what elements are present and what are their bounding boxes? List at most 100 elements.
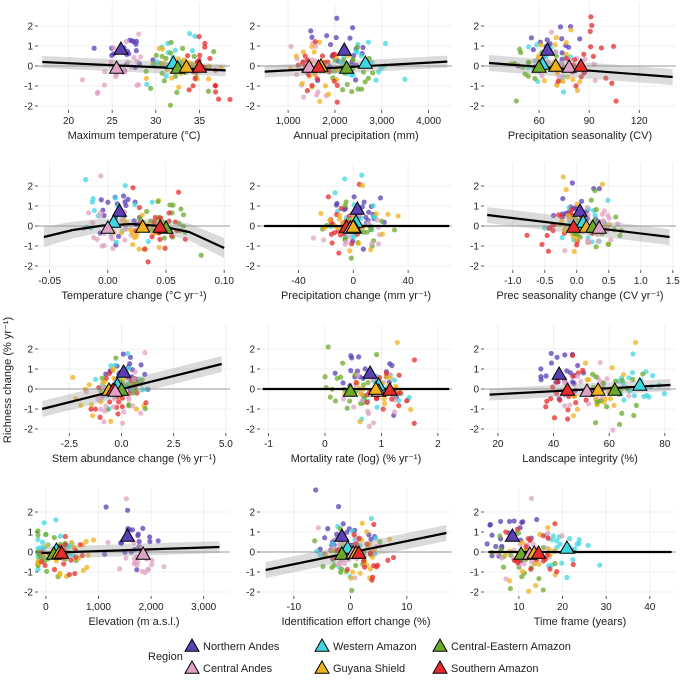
scatter-point — [182, 236, 188, 242]
scatter-point — [91, 207, 97, 214]
scatter-point — [552, 42, 558, 48]
scatter-point — [334, 82, 340, 88]
scatter-point — [563, 51, 570, 57]
scatter-point — [633, 402, 640, 409]
scatter-point — [354, 44, 360, 50]
scatter-point — [613, 98, 619, 104]
region-mean-marker — [99, 219, 116, 234]
y-tick-label: 1 — [249, 365, 255, 376]
scatter-point — [374, 217, 380, 223]
scatter-point — [560, 195, 566, 202]
scatter-point — [371, 563, 377, 569]
scatter-point — [583, 397, 589, 403]
y-tick-label: -2 — [470, 425, 479, 436]
y-tick-label: 0 — [473, 385, 479, 396]
x-tick-label: 0.00 — [98, 276, 118, 287]
scatter-point — [142, 371, 148, 377]
scatter-point — [544, 232, 550, 239]
scatter-point — [550, 384, 556, 390]
y-tick-label: -1 — [24, 242, 33, 253]
region-mean-marker — [336, 41, 353, 56]
scatter-point — [603, 75, 609, 81]
scatter-point — [360, 246, 366, 252]
scatter-point — [348, 255, 354, 261]
scatter-point — [574, 541, 580, 547]
scatter-point — [159, 53, 165, 59]
x-axis-label: Prec seasonality change (CV yr⁻¹) — [496, 290, 663, 302]
scatter-point — [578, 379, 584, 385]
scatter-point — [373, 395, 380, 401]
y-tick-label: 0 — [27, 385, 33, 396]
scatter-point — [185, 53, 191, 59]
legend-label: Southern Amazon — [451, 663, 538, 675]
scatter-point — [519, 568, 526, 575]
scatter-point — [552, 560, 558, 567]
scatter-point — [125, 507, 131, 513]
scatter-point — [119, 420, 126, 426]
scatter-point — [560, 89, 567, 95]
scatter-point — [631, 412, 637, 419]
scatter-point — [528, 35, 535, 41]
scatter-point — [118, 230, 124, 236]
y-tick-label: 0 — [249, 62, 255, 73]
scatter-point — [355, 240, 362, 246]
scatter-point — [341, 57, 347, 63]
scatter-point — [604, 376, 610, 382]
scatter-point — [540, 533, 546, 539]
scatter-point — [197, 52, 203, 58]
scatter-point — [524, 232, 530, 238]
scatter-point — [88, 406, 94, 412]
region-mean-marker — [178, 58, 195, 73]
scatter-point — [132, 202, 138, 208]
scatter-point — [605, 212, 611, 218]
x-tick-label: 1 — [379, 439, 385, 450]
scatter-point — [90, 195, 96, 202]
scatter-point — [595, 238, 601, 244]
region-mean-marker — [504, 527, 521, 542]
scatter-point — [175, 189, 182, 195]
legend-title: Region — [148, 651, 183, 663]
scatter-point — [351, 531, 357, 538]
scatter-point — [312, 538, 318, 544]
region-mean-marker — [349, 200, 366, 215]
scatter-point — [227, 96, 233, 103]
x-tick-label: -10 — [287, 602, 302, 613]
scatter-point — [35, 537, 41, 543]
region-mean-marker — [530, 544, 547, 559]
scatter-point — [361, 199, 367, 205]
scatter-point — [212, 89, 219, 95]
scatter-point — [582, 360, 589, 366]
scatter-point — [313, 487, 319, 493]
scatter-point — [575, 373, 581, 379]
region-mean-marker — [113, 40, 129, 55]
scatter-point — [211, 49, 217, 55]
scatter-point — [340, 360, 346, 366]
scatter-point — [133, 406, 140, 412]
scatter-point — [532, 75, 538, 82]
panel-4: -2 -1 0 1 2 -0.05 0.00 0.05 0.10 Temperature chan… — [24, 162, 234, 302]
scatter-point — [35, 528, 41, 534]
scatter-point — [312, 71, 318, 78]
scatter-point — [592, 188, 598, 194]
scatter-point — [92, 376, 99, 383]
scatter-point — [365, 75, 372, 81]
scatter-point — [151, 219, 157, 225]
scatter-point — [577, 234, 583, 240]
scatter-point — [110, 404, 117, 410]
y-tick-label: -1 — [24, 568, 33, 579]
scatter-point — [548, 360, 555, 366]
x-tick-label: 2 — [435, 439, 441, 450]
scatter-point — [57, 533, 64, 539]
scatter-point — [536, 561, 542, 567]
scatter-point — [79, 77, 85, 83]
y-tick-label: 2 — [249, 508, 255, 519]
y-tick-label: -1 — [470, 568, 479, 579]
scatter-point — [543, 404, 549, 410]
scatter-point — [172, 73, 179, 79]
scatter-point — [313, 43, 319, 49]
fit-line — [41, 545, 220, 555]
scatter-point — [613, 378, 619, 384]
y-tick-label: -2 — [470, 262, 479, 273]
